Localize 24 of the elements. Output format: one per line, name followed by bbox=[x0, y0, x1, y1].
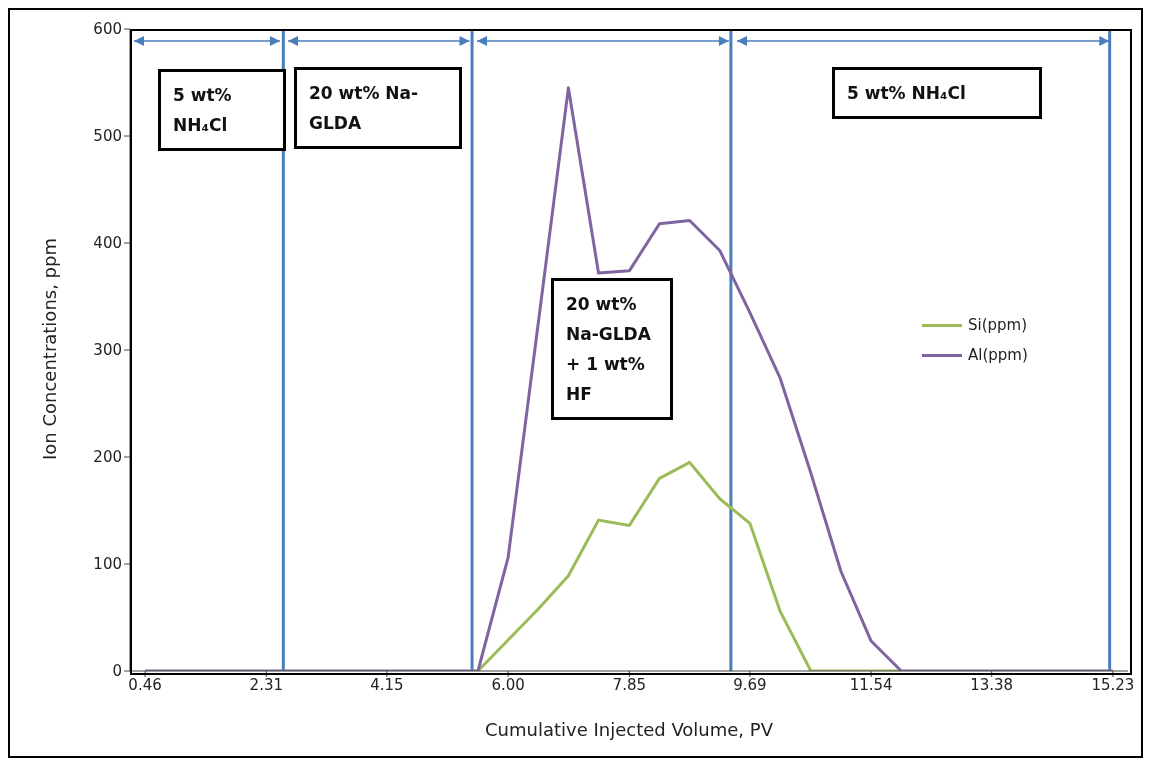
legend-label: Al(ppm) bbox=[968, 346, 1028, 364]
x-tick-label: 4.15 bbox=[370, 675, 404, 694]
text-box: 5 wt% NH₄Cl bbox=[158, 69, 286, 151]
y-axis-title: Ion Concentrations, ppm bbox=[39, 238, 61, 460]
x-tick-label: 0.46 bbox=[128, 675, 162, 694]
y-tick-label: 0 bbox=[112, 662, 122, 681]
x-tick-label: 13.38 bbox=[970, 675, 1014, 694]
legend-label: Si(ppm) bbox=[968, 316, 1028, 334]
x-tick-label: 2.31 bbox=[249, 675, 283, 694]
x-tick-label: 15.23 bbox=[1091, 675, 1135, 694]
y-tick-label: 600 bbox=[93, 20, 122, 39]
x-axis-title: Cumulative Injected Volume, PV bbox=[485, 719, 774, 740]
x-tick-label: 6.00 bbox=[491, 675, 525, 694]
y-tick-label: 400 bbox=[93, 234, 122, 253]
text-box: 20 wt% Na-GLDA bbox=[294, 67, 462, 149]
text-box: 20 wt% Na-GLDA + 1 wt% HF bbox=[551, 278, 673, 420]
y-tick-label: 200 bbox=[93, 448, 122, 467]
text-box: 5 wt% NH₄Cl bbox=[832, 67, 1042, 119]
y-tick-label: 300 bbox=[93, 341, 122, 360]
x-tick-label: 7.85 bbox=[612, 675, 647, 694]
x-tick-label: 11.54 bbox=[849, 675, 893, 694]
y-tick-label: 500 bbox=[93, 127, 122, 146]
x-tick-label: 9.69 bbox=[733, 675, 767, 694]
y-tick-label: 100 bbox=[93, 555, 122, 574]
